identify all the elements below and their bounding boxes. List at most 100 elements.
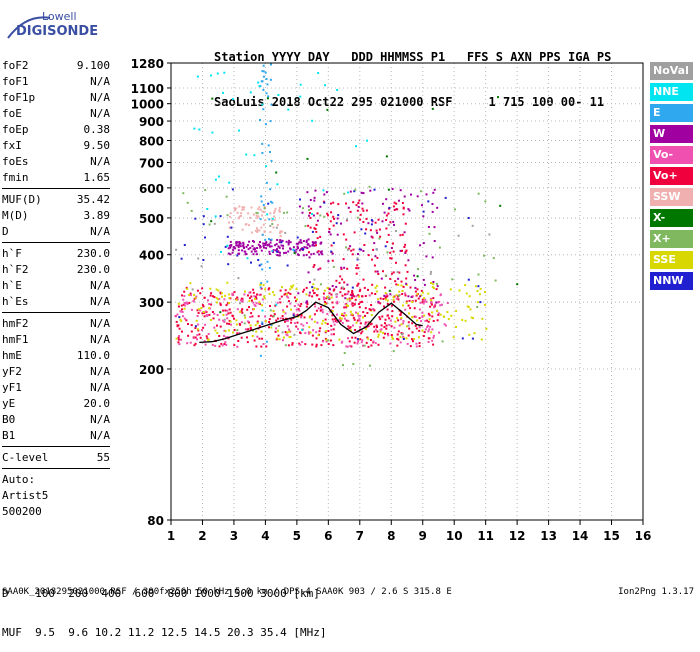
echo-point: [241, 311, 244, 314]
echo-point: [372, 248, 375, 251]
echo-point: [286, 264, 289, 267]
echo-point: [349, 210, 352, 213]
echo-point: [378, 316, 381, 319]
echo-point: [299, 343, 302, 346]
x-tick-label: 14: [572, 529, 589, 543]
echo-point: [230, 226, 233, 229]
echo-point: [379, 302, 382, 305]
param-value: N/A: [90, 91, 110, 104]
echo-point: [392, 350, 395, 353]
echo-point: [347, 304, 349, 307]
echo-point: [301, 248, 304, 250]
echo-point: [356, 258, 359, 261]
echo-point: [365, 341, 368, 344]
param-name: yF1: [2, 381, 22, 394]
echo-point: [311, 244, 314, 247]
param-row: C-level 55: [2, 450, 110, 466]
echo-point: [317, 268, 320, 271]
echo-point: [405, 301, 408, 304]
param-value: N/A: [90, 317, 110, 330]
param-row: foF2 9.100: [2, 58, 110, 74]
param-value: 1.65: [83, 171, 111, 184]
echo-point: [305, 286, 308, 289]
echo-point: [223, 298, 226, 301]
echo-point: [298, 342, 301, 345]
param-row: D N/A: [2, 224, 110, 240]
echo-point: [299, 332, 302, 335]
echo-point: [236, 329, 239, 332]
echo-point: [250, 206, 253, 209]
param-value: N/A: [90, 279, 110, 292]
echo-point: [237, 277, 240, 280]
echo-point: [263, 296, 266, 299]
echo-point: [248, 291, 251, 294]
echo-point: [218, 345, 221, 348]
legend-item: NoVal: [650, 62, 693, 80]
echo-point: [299, 95, 302, 98]
echo-point: [400, 333, 403, 336]
echo-point: [385, 298, 387, 301]
echo-point: [360, 332, 363, 335]
echo-point: [256, 293, 258, 296]
header-line2: SaoLuis 2018 Oct22 295 021000 RSF 1 715 …: [214, 95, 605, 109]
echo-point: [177, 305, 180, 308]
echo-point: [277, 245, 280, 248]
echo-point: [439, 313, 442, 316]
echo-point: [358, 290, 361, 293]
echo-point: [277, 325, 280, 327]
echo-point: [282, 247, 284, 250]
echo-point: [250, 312, 253, 315]
echo-point: [258, 85, 261, 88]
echo-point: [246, 341, 249, 344]
echo-point: [356, 338, 359, 341]
echo-point: [289, 336, 292, 338]
params-group-confidence: C-level 55: [2, 450, 110, 466]
echo-point: [423, 300, 426, 303]
echo-point: [392, 300, 395, 303]
echo-point: [352, 293, 354, 296]
param-row: h`Es N/A: [2, 294, 110, 310]
echo-point: [282, 317, 285, 320]
echo-point: [272, 226, 275, 229]
echo-point: [346, 292, 349, 295]
params-group-critical-frequencies: foF2 9.100 foF1 N/A foF1p N/A foE N/A foEp 0.38 fx…: [2, 58, 110, 186]
echo-point: [414, 290, 417, 293]
echo-point: [201, 287, 204, 290]
echo-point: [395, 202, 398, 205]
echo-point: [402, 322, 405, 325]
param-name: h`F2: [2, 263, 29, 276]
echo-point: [180, 304, 183, 307]
echo-point: [269, 120, 272, 123]
echo-point: [339, 319, 342, 322]
logo-line2: DIGISONDE: [16, 24, 99, 39]
echo-point: [275, 226, 278, 229]
divider: [2, 468, 110, 469]
echo-point: [266, 280, 269, 283]
echo-point: [313, 278, 316, 281]
echo-point: [430, 270, 432, 273]
echo-point: [256, 231, 259, 233]
echo-point: [262, 64, 265, 67]
echo-point: [295, 299, 297, 302]
echo-point: [211, 97, 214, 100]
echo-point: [388, 323, 391, 326]
param-value: 35.42: [76, 193, 110, 206]
param-row: h`F2 230.0: [2, 262, 110, 278]
echo-point: [348, 299, 351, 302]
param-value: 230.0: [76, 247, 110, 260]
echo-point: [342, 258, 345, 261]
echo-point: [223, 329, 226, 332]
echo-point: [354, 336, 357, 339]
echo-point: [263, 246, 265, 249]
echo-point: [406, 342, 409, 345]
echo-point: [197, 329, 200, 332]
echo-point: [304, 225, 307, 228]
echo-point: [385, 324, 388, 327]
echo-point: [446, 302, 449, 304]
echo-point: [193, 293, 196, 296]
param-name: yF2: [2, 365, 22, 378]
echo-point: [231, 314, 234, 317]
echo-point: [389, 277, 392, 280]
echo-point: [219, 325, 222, 328]
x-tick-label: 3: [230, 529, 238, 543]
